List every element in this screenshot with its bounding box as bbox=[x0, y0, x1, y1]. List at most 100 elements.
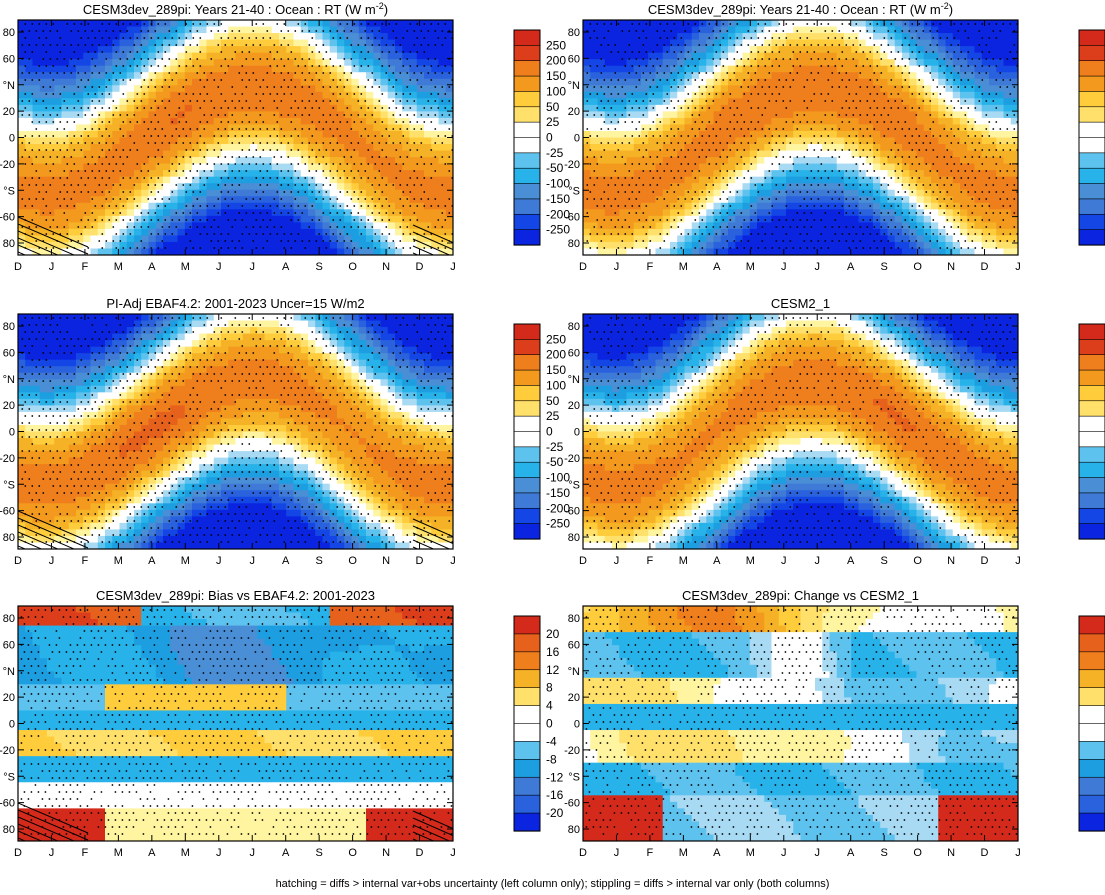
field-cell bbox=[322, 215, 331, 223]
field-cell bbox=[706, 183, 715, 191]
field-cell bbox=[720, 248, 729, 255]
field-cell bbox=[199, 59, 208, 67]
stipple-dot bbox=[56, 142, 59, 144]
field-cell bbox=[119, 189, 128, 197]
stipple-dot bbox=[360, 163, 363, 165]
field-cell bbox=[438, 39, 447, 47]
field-cell bbox=[597, 78, 606, 86]
stipple-dot bbox=[332, 149, 335, 151]
field-cell bbox=[141, 26, 150, 34]
stipple-dot bbox=[360, 121, 363, 123]
field-cell bbox=[395, 183, 403, 191]
field-cell bbox=[315, 39, 324, 47]
field-cell bbox=[800, 183, 809, 191]
field-cell bbox=[757, 72, 765, 80]
field-cell bbox=[206, 33, 215, 41]
stipple-dot bbox=[423, 163, 426, 165]
field-cell bbox=[322, 46, 331, 54]
field-cell bbox=[706, 59, 715, 67]
stipple-dot bbox=[294, 72, 297, 74]
field-cell bbox=[749, 26, 758, 34]
stipple-dot bbox=[322, 86, 325, 88]
field-cell bbox=[32, 98, 41, 106]
stipple-dot bbox=[294, 170, 297, 172]
field-cell bbox=[431, 39, 440, 47]
stipple-dot bbox=[294, 58, 297, 60]
field-cell bbox=[329, 130, 338, 139]
field-cell bbox=[438, 33, 447, 41]
field-cell bbox=[431, 215, 440, 223]
field-cell bbox=[800, 170, 809, 178]
field-cell bbox=[134, 26, 142, 34]
field-cell bbox=[597, 85, 606, 93]
stipple-dot bbox=[339, 121, 342, 123]
field-cell bbox=[706, 202, 715, 210]
stipple-dot bbox=[346, 107, 349, 109]
stipple-dot bbox=[168, 226, 171, 228]
field-cell bbox=[308, 26, 316, 34]
field-cell bbox=[141, 104, 150, 112]
field-cell bbox=[424, 202, 432, 210]
field-cell bbox=[800, 144, 809, 152]
stipple-dot bbox=[112, 198, 115, 200]
stipple-dot bbox=[185, 149, 188, 151]
field-cell bbox=[424, 157, 432, 165]
stipple-dot bbox=[224, 156, 227, 158]
field-cell bbox=[670, 144, 678, 152]
field-cell bbox=[713, 78, 722, 86]
field-cell bbox=[337, 241, 345, 250]
field-cell bbox=[590, 150, 599, 158]
field-cell bbox=[416, 189, 425, 197]
field-cell bbox=[590, 157, 599, 165]
stipple-dot bbox=[427, 114, 430, 116]
field-cell bbox=[597, 215, 606, 223]
stipple-dot bbox=[392, 240, 395, 242]
field-cell bbox=[47, 46, 55, 54]
stipple-dot bbox=[413, 30, 416, 32]
field-cell bbox=[590, 241, 599, 250]
stipple-dot bbox=[276, 233, 279, 235]
field-cell bbox=[793, 104, 802, 112]
stipple-dot bbox=[399, 240, 402, 242]
field-cell bbox=[742, 163, 751, 171]
field-cell bbox=[373, 202, 382, 210]
field-cell bbox=[257, 52, 266, 60]
field-cell bbox=[583, 98, 591, 106]
field-cell bbox=[735, 59, 744, 67]
field-cell bbox=[68, 26, 77, 34]
field-cell bbox=[793, 59, 802, 67]
hatch-line bbox=[18, 223, 89, 255]
field-cell bbox=[61, 150, 70, 158]
field-cell bbox=[25, 202, 34, 210]
stipple-dot bbox=[217, 184, 220, 186]
stipple-dot bbox=[371, 30, 374, 32]
field-cell bbox=[126, 52, 135, 60]
x-tick-label: J bbox=[216, 261, 222, 273]
field-cell bbox=[416, 91, 425, 99]
stipple-dot bbox=[185, 247, 188, 249]
field-cell bbox=[829, 65, 838, 73]
stipple-dot bbox=[329, 198, 332, 200]
stipple-dot bbox=[196, 58, 199, 60]
field-cell bbox=[206, 130, 215, 139]
stipple-dot bbox=[154, 212, 157, 214]
stipple-dot bbox=[143, 51, 146, 53]
field-cell bbox=[177, 222, 186, 230]
stipple-dot bbox=[374, 219, 377, 221]
field-cell bbox=[148, 176, 157, 184]
field-cell bbox=[380, 59, 389, 67]
field-cell bbox=[786, 241, 794, 250]
field-cell bbox=[720, 98, 729, 106]
stipple-dot bbox=[290, 233, 293, 235]
field-cell bbox=[351, 222, 360, 230]
field-cell bbox=[90, 215, 99, 223]
field-cell bbox=[699, 209, 707, 217]
field-cell bbox=[228, 202, 237, 210]
stipple-dot bbox=[311, 191, 314, 193]
field-cell bbox=[373, 124, 382, 132]
field-cell bbox=[822, 33, 831, 41]
field-cell bbox=[424, 72, 432, 80]
stipple-dot bbox=[381, 121, 384, 123]
stipple-dot bbox=[290, 79, 293, 81]
field-cell bbox=[735, 196, 744, 204]
